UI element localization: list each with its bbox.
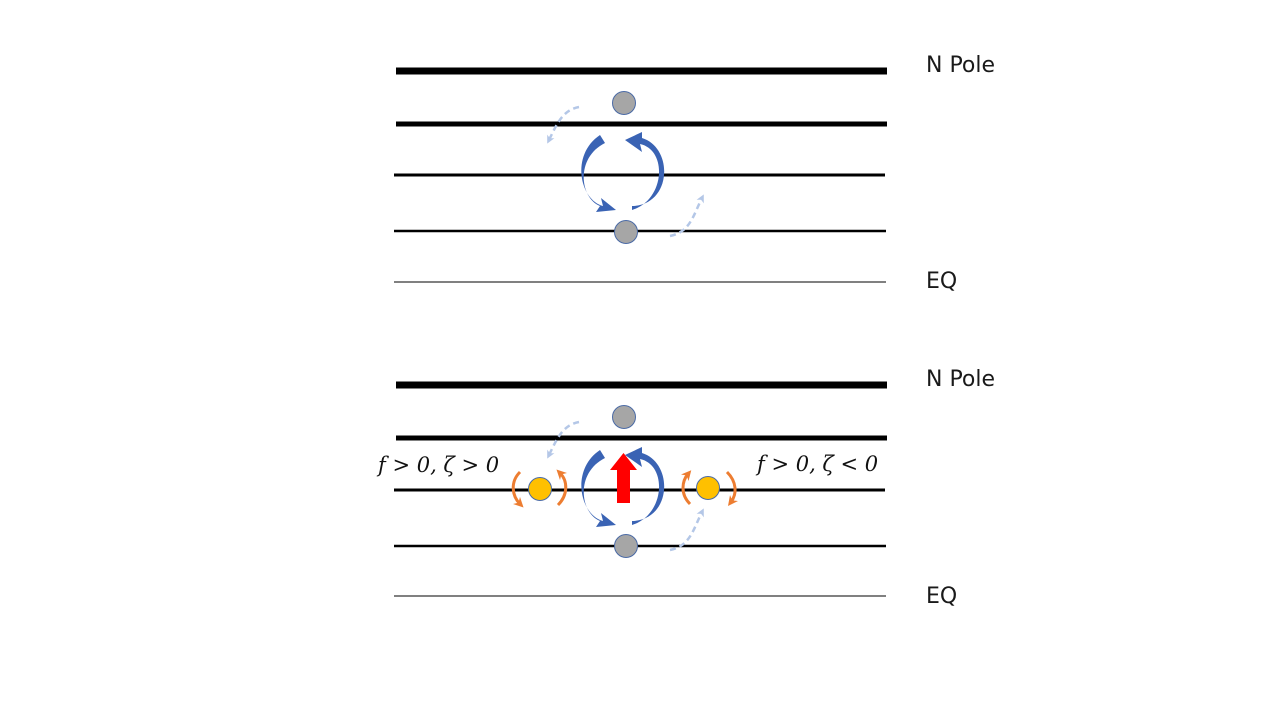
vortex-arrow-right (625, 132, 665, 210)
right-condition-label: f > 0, ζ < 0 (755, 452, 878, 476)
equator-label: EQ (926, 269, 957, 294)
panel-top: N Pole EQ (394, 53, 995, 294)
gray-parcel-north (612, 91, 636, 115)
panel-bottom: f > 0, ζ > 0 f > 0, ζ < 0 N Pole EQ (376, 367, 995, 609)
dashed-arrow-north-parcel (547, 105, 580, 144)
left-condition-label: f > 0, ζ > 0 (376, 453, 499, 477)
vortex-circulation (581, 447, 665, 527)
gray-parcel-south (614, 220, 638, 244)
orange-spin-arrow (511, 470, 524, 508)
dashed-arrow-north-parcel (547, 420, 580, 459)
orange-spin-arrow (556, 469, 568, 507)
parcel-negative-vorticity (680, 470, 738, 507)
gray-parcel-north (612, 405, 636, 429)
orange-spin-arrow (725, 470, 738, 507)
dashed-arrow-south-parcel (669, 508, 704, 552)
parcel-positive-vorticity (511, 469, 568, 508)
orange-spin-arrow (680, 470, 692, 506)
north-pole-label: N Pole (926, 367, 995, 392)
vortex-arrow-right (625, 447, 665, 525)
north-pole-label: N Pole (926, 53, 995, 78)
vortex-circulation (581, 132, 665, 212)
yellow-parcel-right (696, 476, 720, 500)
vortex-arrow-left (581, 135, 616, 212)
yellow-parcel-left (528, 477, 552, 501)
northward-motion-arrow (610, 453, 637, 503)
dashed-arrow-south-parcel (669, 194, 704, 238)
vortex-arrow-left (581, 450, 616, 527)
gray-parcel-south (614, 534, 638, 558)
equator-label: EQ (926, 584, 957, 609)
